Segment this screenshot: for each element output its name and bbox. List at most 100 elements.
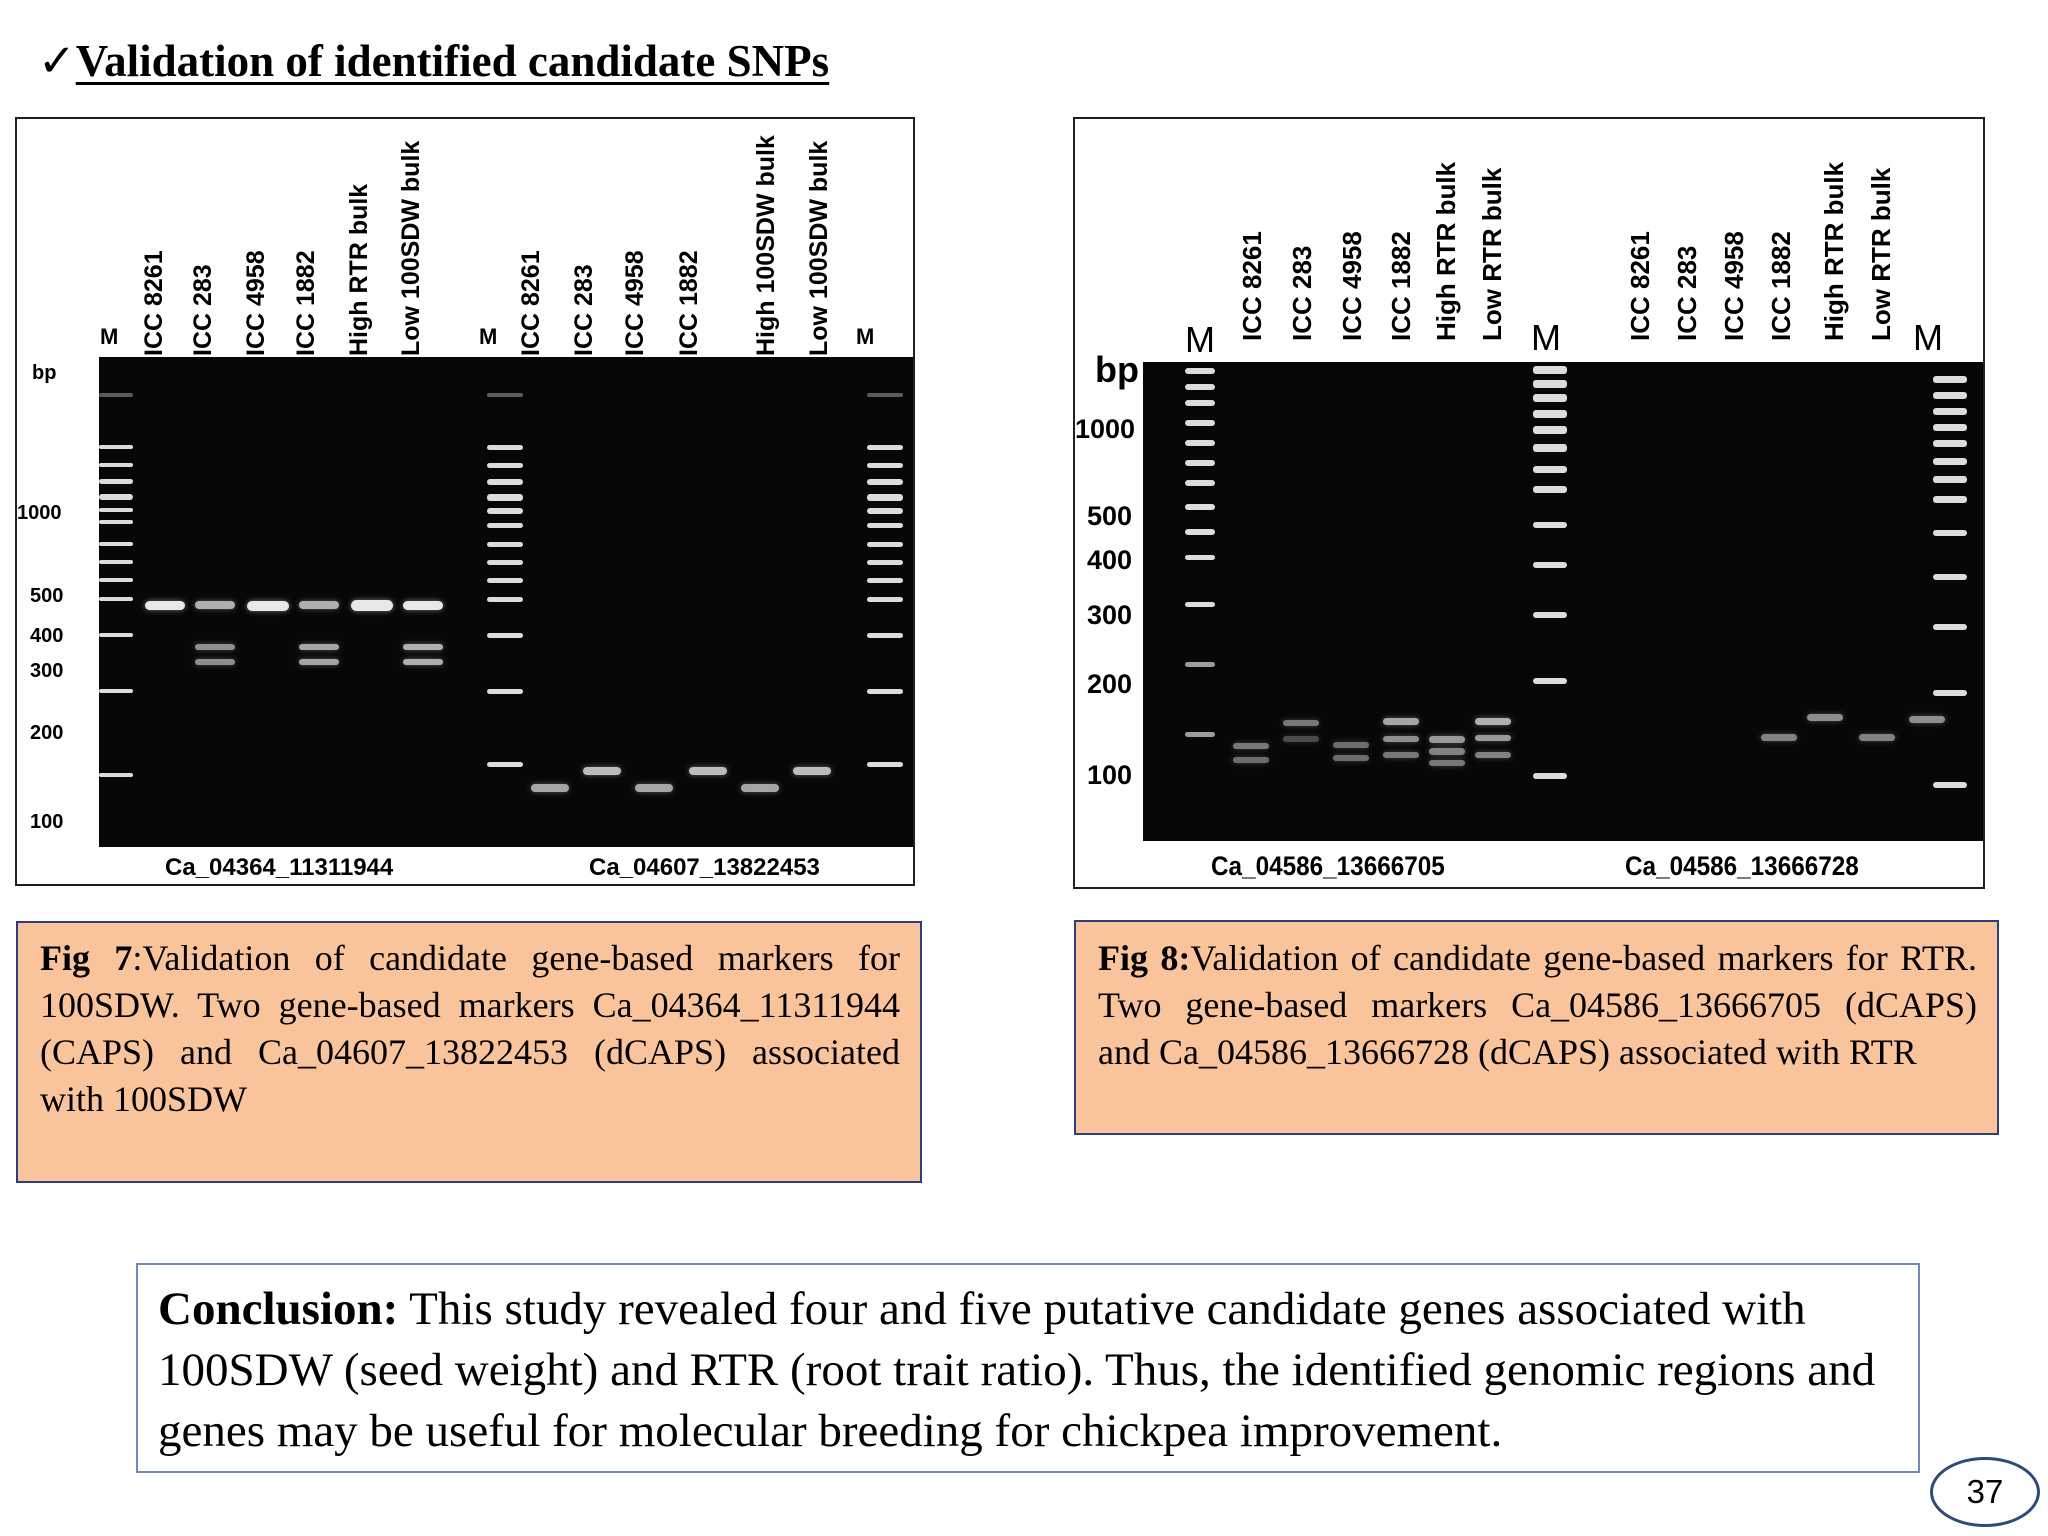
ladder-band (1533, 394, 1567, 402)
fig7-caption-text: :Validation of candidate gene-based mark… (40, 938, 900, 1119)
dna-band (403, 644, 443, 650)
dna-band (351, 600, 393, 611)
fig8-caption-text: Validation of candidate gene-based marke… (1098, 938, 1977, 1072)
fig7-caption-label: Fig 7 (40, 938, 133, 978)
ladder-band (867, 393, 903, 397)
fig8-lane-label: ICC 283 (1287, 245, 1317, 341)
dna-band (1475, 752, 1511, 758)
dna-band (583, 767, 621, 775)
fig8-lane-label: High RTR bulk (1431, 161, 1461, 341)
dna-band (1909, 716, 1945, 723)
slide-title: ✓Validation of identified candidate SNPs (38, 34, 829, 87)
fig7-lane-label: Low 100SDW bulk (805, 140, 833, 356)
ladder-band (1533, 366, 1567, 374)
fig7-lane-label: ICC 8261 (140, 250, 168, 356)
dna-band (1383, 736, 1419, 742)
ladder-band (487, 597, 523, 602)
fig8-marker-name-left: Ca_04586_13666705 (1211, 851, 1445, 881)
dna-band (1475, 735, 1511, 741)
dna-band (689, 767, 727, 775)
fig8-gel (1143, 362, 1983, 841)
ladder-band (1933, 782, 1967, 788)
checkmark-icon: ✓ (38, 36, 76, 86)
ladder-band (1933, 376, 1967, 383)
ladder-band (1933, 530, 1967, 536)
fig7-marker-m-left: M (100, 324, 119, 349)
ladder-band (1185, 440, 1215, 446)
ladder-band (867, 494, 903, 501)
fig8-lane-label: ICC 4958 (1719, 231, 1749, 341)
ladder-band (99, 560, 133, 564)
ladder-band (99, 479, 133, 484)
fig8-bp-label: 1000 (1075, 414, 1136, 444)
ladder-band (487, 445, 523, 450)
fig7-lane-label: High RTR bulk (345, 183, 373, 356)
fig8-gel-image: M ICC 8261 ICC 283 ICC 4958 ICC 1882 Hig… (1073, 117, 1985, 889)
ladder-band (99, 597, 133, 601)
ladder-band (867, 479, 903, 485)
ladder-band (1933, 424, 1967, 431)
ladder-band (1533, 486, 1567, 493)
fig7-lane-label: ICC 4958 (242, 250, 270, 356)
dna-band (635, 784, 673, 792)
ladder-band (487, 633, 523, 638)
dna-band (247, 601, 289, 611)
ladder-band (867, 523, 903, 528)
fig7-marker-m-mid: M (479, 324, 498, 349)
fig7-lane-label: High 100SDW bulk (752, 135, 780, 356)
dna-band (1429, 736, 1465, 743)
ladder-band (867, 508, 903, 514)
fig7-gel (99, 357, 913, 847)
dna-band (1233, 757, 1269, 763)
dna-band (1807, 714, 1843, 721)
ladder-band (1533, 410, 1567, 418)
dna-band (741, 784, 779, 792)
ladder-band (487, 463, 523, 468)
ladder-band (1933, 392, 1967, 399)
ladder-band (99, 578, 133, 582)
dna-band (145, 601, 185, 610)
ladder-band (867, 445, 903, 450)
fig7-marker-name-left: Ca_04364_11311944 (165, 854, 394, 881)
fig8-lane-label: High RTR bulk (1819, 161, 1849, 341)
fig7-bp-label: 200 (30, 722, 64, 744)
dna-band (1383, 718, 1419, 725)
fig8-lane-label: ICC 4958 (1337, 231, 1367, 341)
fig7-lane-label: ICC 283 (570, 264, 598, 356)
fig7-bp-label: 300 (30, 660, 64, 682)
fig8-lane-label: ICC 8261 (1625, 231, 1655, 341)
ladder-band (487, 494, 523, 501)
fig8-lane-label: ICC 1882 (1766, 231, 1796, 341)
dna-band (403, 659, 443, 665)
ladder-band (487, 762, 523, 767)
dna-band (299, 601, 339, 609)
fig8-lane-label: ICC 1882 (1386, 231, 1416, 341)
fig8-bp-label: 100 (1087, 760, 1133, 790)
ladder-band (487, 689, 523, 694)
ladder-band (1185, 504, 1215, 510)
ladder-band (487, 479, 523, 485)
fig8-caption: Fig 8:Validation of candidate gene-based… (1074, 920, 1999, 1135)
ladder-band (1533, 444, 1567, 452)
dna-band (195, 659, 235, 665)
ladder-band (867, 762, 903, 767)
conclusion-label: Conclusion: (158, 1283, 399, 1335)
ladder-band (1185, 529, 1215, 535)
ladder-band (1533, 562, 1567, 568)
dna-band (1429, 760, 1465, 766)
fig8-bp-label: 500 (1087, 501, 1133, 531)
ladder-band (1185, 555, 1215, 560)
dna-band (299, 644, 339, 650)
dna-band (1333, 755, 1369, 761)
conclusion-text: This study revealed four and five putati… (158, 1283, 1876, 1457)
ladder-band (1933, 458, 1967, 465)
fig8-caption-label: Fig 8: (1098, 938, 1191, 978)
dna-band (195, 644, 235, 650)
ladder-band (99, 445, 133, 449)
ladder-band (1933, 690, 1967, 696)
fig8-marker-name-right: Ca_04586_13666728 (1625, 851, 1859, 881)
ladder-band (1533, 380, 1567, 388)
ladder-band (867, 633, 903, 638)
ladder-band (1185, 662, 1215, 667)
fig8-marker-m-right: M (1913, 317, 1943, 358)
